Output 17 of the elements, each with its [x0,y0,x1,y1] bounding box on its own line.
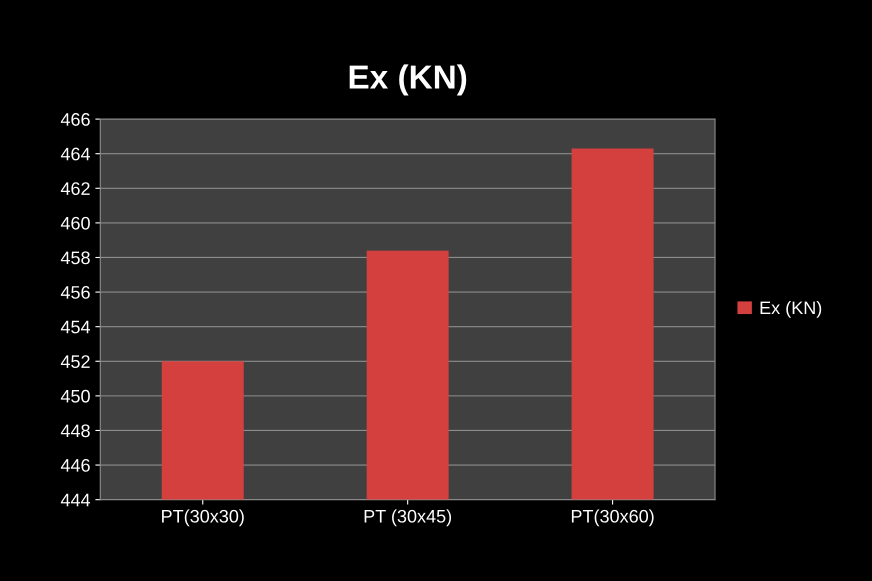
y-tick-label: 444 [60,494,90,506]
x-tick-label: PT(30x60) [572,509,654,526]
x-tick-label: PT(30x30) [162,509,244,526]
y-tick-label: 462 [60,182,90,196]
y-tick-label: 452 [60,355,90,368]
y-tick-label: 450 [60,390,90,403]
y-tick-label: 456 [60,286,90,299]
chart-title: Ex (KN) [350,64,466,96]
legend-label: Ex (KN) [760,300,822,318]
y-tick-label: 454 [60,320,90,334]
y-tick-label: 460 [60,216,90,230]
x-tick-label: PT (30x45) [364,509,452,526]
y-tick-label: 448 [60,424,90,438]
y-tick-label: 458 [60,251,90,264]
y-tick-label: 464 [60,148,90,160]
y-tick-label: 446 [60,459,90,472]
y-tick-label: 466 [60,113,90,126]
